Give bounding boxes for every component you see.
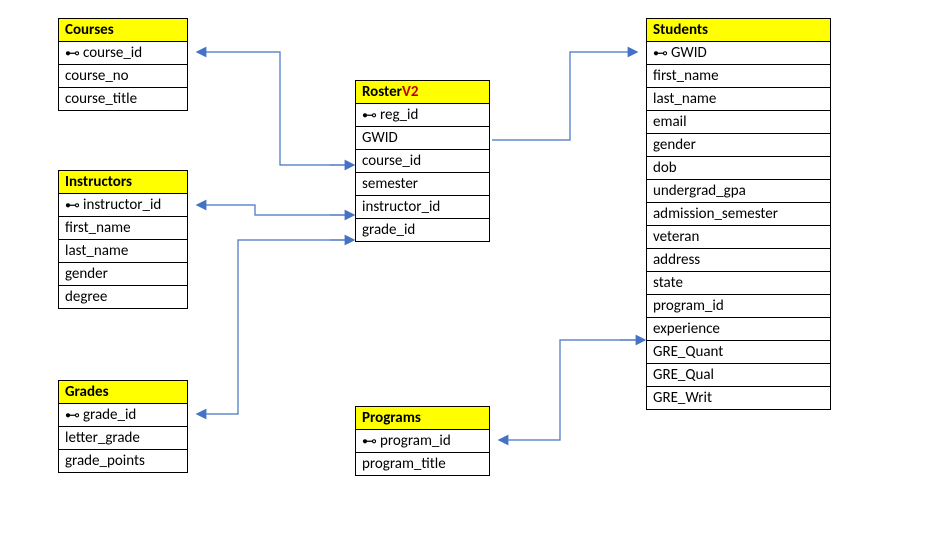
entity-title-courses: Courses [59, 19, 187, 42]
entity-rosterv2: RosterV2 ⊷reg_id GWID course_id semester… [355, 80, 490, 242]
field-instructors-degree: degree [59, 286, 187, 308]
field-students-gre_writ: GRE_Writ [647, 387, 830, 409]
pk-icon: ⊷ [65, 200, 79, 210]
field-rosterv2-semester: semester [356, 173, 489, 196]
field-students-gender: gender [647, 134, 830, 157]
entity-title-programs: Programs [356, 407, 489, 430]
field-courses-course_title: course_title [59, 88, 187, 110]
field-students-state: state [647, 272, 830, 295]
field-students-experience: experience [647, 318, 830, 341]
field-instructors-instructor_id: ⊷instructor_id [59, 194, 187, 217]
field-students-gre_quant: GRE_Quant [647, 341, 830, 364]
field-courses-course_id: ⊷course_id [59, 42, 187, 65]
pk-icon: ⊷ [65, 410, 79, 420]
field-instructors-last_name: last_name [59, 240, 187, 263]
field-students-dob: dob [647, 157, 830, 180]
entity-programs: Programs ⊷program_id program_title [355, 406, 490, 476]
field-students-gwid: ⊷GWID [647, 42, 830, 65]
entity-students: Students ⊷GWID first_name last_name emai… [646, 18, 831, 410]
field-programs-program_id: ⊷program_id [356, 430, 489, 453]
entity-title-rosterv2: RosterV2 [356, 81, 489, 104]
field-rosterv2-gwid: GWID [356, 127, 489, 150]
field-students-veteran: veteran [647, 226, 830, 249]
field-rosterv2-instructor_id: instructor_id [356, 196, 489, 219]
field-students-admission_semester: admission_semester [647, 203, 830, 226]
pk-icon: ⊷ [362, 110, 376, 120]
edge-roster-instructor [198, 205, 353, 215]
entity-grades: Grades ⊷grade_id letter_grade grade_poin… [58, 380, 188, 473]
pk-icon: ⊷ [65, 48, 79, 58]
field-students-gre_qual: GRE_Qual [647, 364, 830, 387]
edge-roster-course [198, 52, 353, 165]
field-programs-program_title: program_title [356, 453, 489, 475]
entity-instructors: Instructors ⊷instructor_id first_name la… [58, 170, 188, 309]
field-courses-course_no: course_no [59, 65, 187, 88]
entity-courses: Courses ⊷course_id course_no course_titl… [58, 18, 188, 111]
entity-title-grades: Grades [59, 381, 187, 404]
field-students-last_name: last_name [647, 88, 830, 111]
edge-student-program [500, 340, 644, 440]
field-grades-letter_grade: letter_grade [59, 427, 187, 450]
field-instructors-first_name: first_name [59, 217, 187, 240]
field-grades-grade_id: ⊷grade_id [59, 404, 187, 427]
field-students-first_name: first_name [647, 65, 830, 88]
edge-roster-student [492, 52, 636, 140]
field-students-program_id: program_id [647, 295, 830, 318]
field-rosterv2-reg_id: ⊷reg_id [356, 104, 489, 127]
field-students-undergrad_gpa: undergrad_gpa [647, 180, 830, 203]
field-students-address: address [647, 249, 830, 272]
entity-title-instructors: Instructors [59, 171, 187, 194]
pk-icon: ⊷ [653, 48, 667, 58]
field-students-email: email [647, 111, 830, 134]
entity-title-students: Students [647, 19, 830, 42]
edge-roster-grade [198, 240, 353, 414]
field-rosterv2-grade_id: grade_id [356, 219, 489, 241]
field-grades-grade_points: grade_points [59, 450, 187, 472]
field-rosterv2-course_id: course_id [356, 150, 489, 173]
cropped-text [0, 0, 3, 15]
pk-icon: ⊷ [362, 436, 376, 446]
field-instructors-gender: gender [59, 263, 187, 286]
